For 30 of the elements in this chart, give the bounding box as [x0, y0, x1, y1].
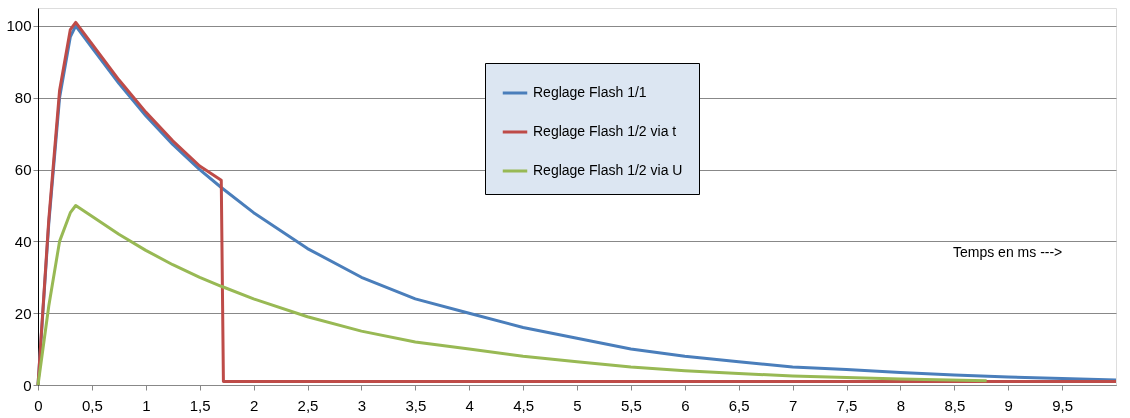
x-tick-label: 6,5	[728, 396, 750, 414]
x-tick-label: 2	[249, 396, 259, 414]
x-tick-label: 7,5	[836, 396, 858, 414]
y-tick-label: 0	[23, 376, 32, 394]
x-tick-label: 1	[142, 396, 151, 414]
x-tick-label: 8,5	[944, 396, 966, 414]
legend-label: Reglage Flash 1/1	[533, 84, 647, 100]
x-tick-label: 6	[681, 396, 690, 414]
y-tick-label: 80	[14, 89, 32, 107]
y-tick-label: 20	[14, 304, 32, 322]
x-tick-label: 8	[896, 396, 906, 414]
x-tick-label: 9	[1004, 396, 1013, 414]
legend-label: Reglage Flash 1/2 via U	[533, 162, 683, 178]
x-tick-label: 3,5	[405, 396, 427, 414]
x-tick-label: 4,5	[513, 396, 535, 414]
x-tick-label: 5,5	[620, 396, 642, 414]
legend-label: Reglage Flash 1/2 via t	[533, 123, 677, 139]
annotation: Temps en ms --->	[953, 244, 1063, 260]
x-tick-label: 4	[465, 396, 474, 414]
x-tick-label: 2,5	[297, 396, 319, 414]
y-tick-label: 40	[14, 232, 32, 250]
x-tick-label: 5	[573, 396, 582, 414]
x-tick-label: 7	[788, 396, 798, 414]
x-tick-label: 9,5	[1052, 396, 1074, 414]
y-tick-label: 60	[14, 161, 32, 179]
x-tick-label: 1,5	[189, 396, 211, 414]
x-tick-label: 3	[357, 396, 367, 414]
y-tick-label: 100	[6, 17, 32, 35]
x-tick-label: 0,5	[81, 396, 103, 414]
x-tick-label: 0	[34, 396, 43, 414]
